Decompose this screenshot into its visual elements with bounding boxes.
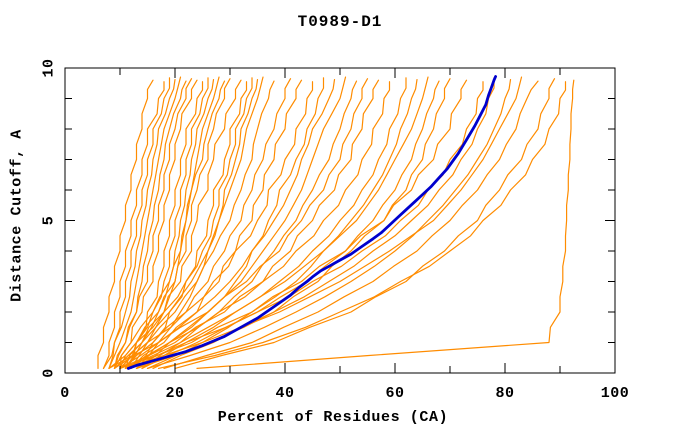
model-curve xyxy=(146,78,512,369)
x-tick-label: 40 xyxy=(275,385,294,402)
model-curve xyxy=(113,80,226,369)
model-curve xyxy=(97,79,154,369)
model-curve xyxy=(196,79,575,369)
model-curve xyxy=(174,78,556,369)
model-curve xyxy=(108,77,253,369)
y-tick-label: 0 xyxy=(41,368,58,378)
model-curve xyxy=(113,78,369,369)
model-curve xyxy=(119,81,204,369)
y-tick-label: 5 xyxy=(41,216,58,226)
x-axis-title: Percent of Residues (CA) xyxy=(217,409,449,426)
model-curve xyxy=(130,79,303,369)
model-curve xyxy=(119,78,231,369)
model-curve xyxy=(152,78,451,369)
model-curve xyxy=(163,80,539,369)
model-curve xyxy=(124,76,347,369)
highlighted-model-curve xyxy=(126,75,498,370)
x-tick-label: 20 xyxy=(165,385,184,402)
model-curve xyxy=(108,78,176,369)
x-tick-label: 0 xyxy=(60,385,70,402)
x-tick-label: 100 xyxy=(601,385,630,402)
model-curve xyxy=(141,80,440,369)
model-curve xyxy=(157,81,567,369)
curves-layer xyxy=(97,75,575,370)
model-curve xyxy=(119,81,391,369)
model-curve xyxy=(124,78,292,369)
model-curve xyxy=(119,79,198,369)
model-curve xyxy=(102,81,165,369)
model-curve xyxy=(130,79,468,369)
model-curve xyxy=(113,80,187,369)
model-curve xyxy=(119,78,336,369)
model-curve xyxy=(119,80,275,369)
y-tick-label: 10 xyxy=(41,58,58,77)
model-curve xyxy=(113,76,264,369)
model-curve xyxy=(108,76,182,369)
model-curve xyxy=(124,76,429,369)
model-curve xyxy=(124,76,523,369)
model-curve xyxy=(119,81,484,369)
model-curve xyxy=(124,79,242,369)
model-curve xyxy=(113,78,193,369)
model-curve xyxy=(108,81,314,369)
model-curve xyxy=(102,77,171,369)
plot-title: T0989-D1 xyxy=(297,13,383,31)
model-curve xyxy=(135,77,325,369)
model-curve xyxy=(135,77,407,369)
x-tick-label: 80 xyxy=(495,385,514,402)
model-curve xyxy=(130,81,248,369)
x-tick-label: 60 xyxy=(385,385,404,402)
